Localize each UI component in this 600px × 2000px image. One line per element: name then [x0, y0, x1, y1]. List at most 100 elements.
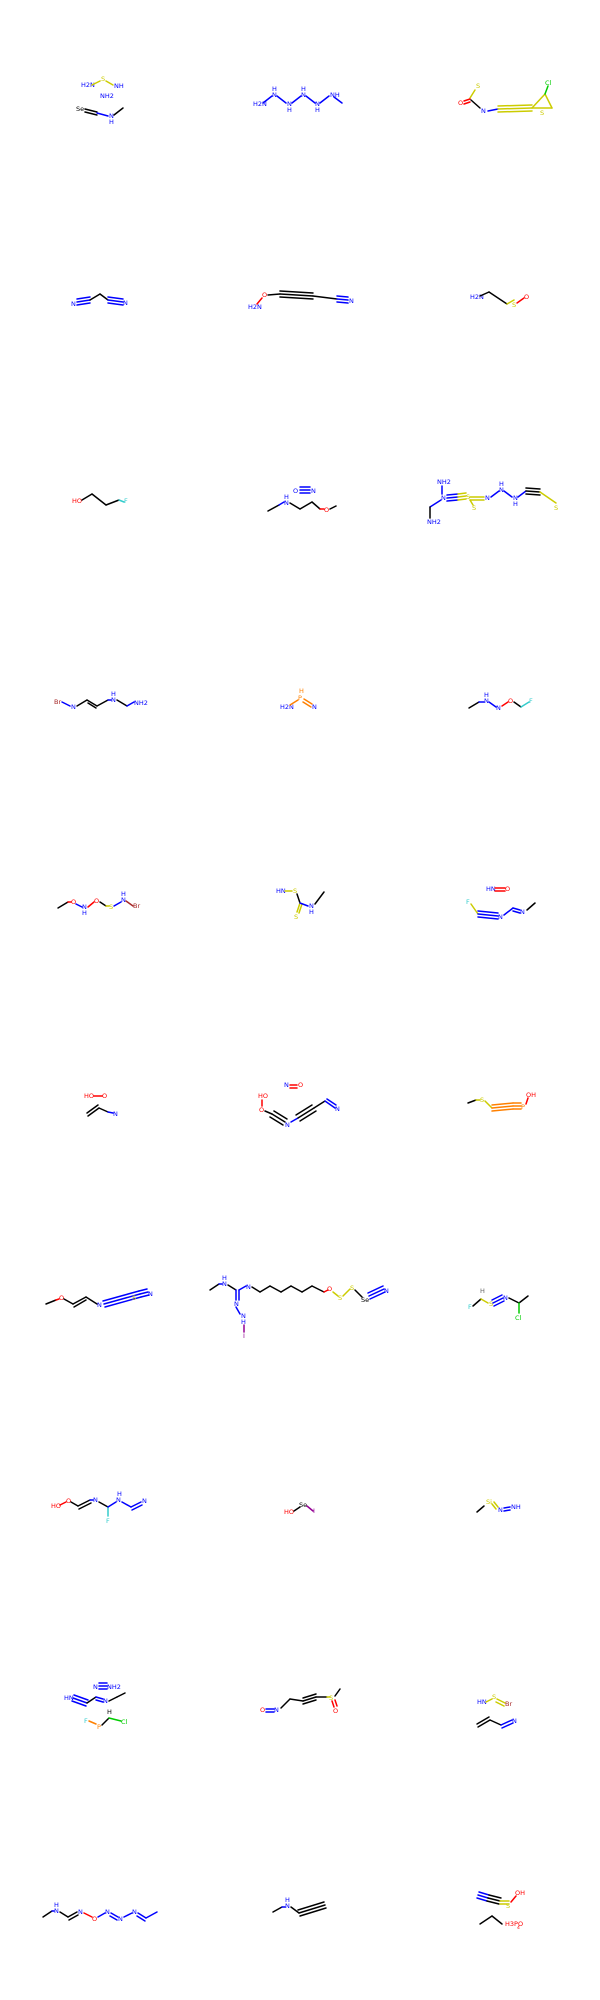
atom-label: N	[113, 1110, 118, 1118]
atom-label: N	[123, 299, 128, 307]
atom-label: N	[285, 1121, 290, 1129]
atom-label: N	[132, 1908, 137, 1916]
atom-label: O	[66, 1497, 71, 1505]
atom-label: N	[246, 1283, 251, 1291]
atom-label: HO	[284, 1508, 294, 1516]
atom-label: F	[124, 497, 128, 505]
atom-label: P	[521, 1103, 525, 1111]
atom-label: S	[294, 913, 298, 921]
atom-label: F	[468, 1303, 472, 1311]
atom-label: Se	[361, 1296, 369, 1304]
atom-label: N	[441, 494, 446, 502]
atom-label: H2N	[248, 303, 262, 311]
atom-label: N	[335, 1105, 340, 1113]
atom-label: H2N	[470, 293, 484, 301]
atom-label: S	[492, 1693, 496, 1701]
atom-label: S	[350, 1284, 354, 1292]
atom-label: O	[298, 1081, 303, 1089]
atom-label: O	[505, 885, 510, 893]
atom-label: H	[315, 106, 320, 114]
atom-label: S	[472, 504, 476, 512]
atom-label: S	[338, 1294, 342, 1302]
atom-label: OH	[515, 1889, 525, 1897]
atom-label: NH	[511, 1503, 521, 1511]
atom-label: Se	[76, 105, 84, 113]
atom-label: H	[82, 909, 87, 917]
atom-label: S	[132, 1294, 136, 1302]
atom-label: OH	[526, 1091, 536, 1099]
atom-label: N	[116, 1496, 121, 1504]
atom-label: Cl	[515, 1314, 522, 1322]
atom-label: Cl	[121, 1718, 128, 1726]
atom-label: HO	[51, 1502, 61, 1510]
atom-label: F	[466, 898, 470, 906]
atom-label: P	[298, 694, 302, 702]
atom-label: F	[106, 1517, 110, 1525]
atom-label: N	[274, 1706, 279, 1714]
atom-label: H	[499, 480, 504, 488]
atom-label: N	[520, 908, 525, 916]
atom-label: O	[293, 487, 298, 495]
atom-label: S	[101, 75, 105, 83]
atom-label: H	[107, 1708, 112, 1716]
atom-label: O	[327, 1285, 332, 1293]
atom-label: H	[111, 690, 116, 698]
atom-label: P	[97, 1723, 101, 1731]
atom-label: N	[78, 1908, 83, 1916]
atom-label: N	[384, 1287, 389, 1295]
atom-label: N	[481, 107, 486, 115]
atom-label: H	[121, 890, 126, 898]
atom-label: O	[524, 293, 529, 301]
atom-label: N	[93, 1683, 98, 1691]
atom-label: H	[285, 1896, 290, 1904]
atom-label: NH2	[134, 699, 148, 707]
atom-label: H3PO	[505, 1920, 523, 1928]
atom-label: S	[109, 903, 113, 911]
atom-label: N	[498, 1506, 503, 1514]
atom-label: F	[84, 1717, 88, 1725]
atom-label: Br	[133, 902, 140, 910]
atom-label: NH2	[437, 478, 451, 486]
atom-label: H	[109, 118, 114, 126]
atom-label: N	[103, 1697, 108, 1705]
atom-label: H	[301, 85, 306, 93]
atom-label: 4	[517, 1925, 520, 1931]
atom-label: S	[540, 109, 544, 117]
atom-label: S	[512, 301, 516, 309]
atom-label: S	[476, 82, 480, 90]
atom-label: N	[312, 703, 317, 711]
atom-label: N	[142, 1497, 147, 1505]
atom-label: N	[349, 297, 354, 305]
atom-label: N	[118, 1915, 123, 1923]
atom-label: F	[529, 697, 533, 705]
atom-label: Br	[54, 698, 61, 706]
atom-label: H	[54, 1901, 59, 1909]
atom-label: O	[92, 1915, 97, 1923]
atom-label: S	[489, 1300, 493, 1308]
atom-label: N	[485, 494, 490, 502]
atom-label: N	[71, 703, 76, 711]
atom-label: I	[313, 1507, 315, 1515]
atom-label: NH2	[427, 518, 441, 526]
atom-label: O	[458, 99, 463, 107]
atom-label: N	[512, 1717, 517, 1725]
atom-label: NH2	[100, 92, 114, 100]
atom-label: H	[272, 85, 277, 93]
atom-label: H	[480, 1287, 485, 1295]
atom-label: NH2	[107, 1683, 121, 1691]
atom-label: O	[260, 1706, 265, 1714]
atom-label: O	[259, 1106, 264, 1114]
atom-label: H	[222, 1274, 227, 1282]
atom-label: H	[284, 493, 289, 501]
atom-label: O	[59, 1294, 64, 1302]
atom-label: O	[324, 506, 329, 514]
atom-label: HN	[486, 885, 496, 893]
atom-label: S	[554, 504, 558, 512]
atom-label: O	[262, 291, 267, 299]
atom-label: N	[105, 1908, 110, 1916]
atom-label: O	[102, 1092, 107, 1100]
atom-label: O	[508, 697, 513, 705]
atom-label: N	[284, 1081, 289, 1089]
atom-label: H	[309, 908, 314, 916]
